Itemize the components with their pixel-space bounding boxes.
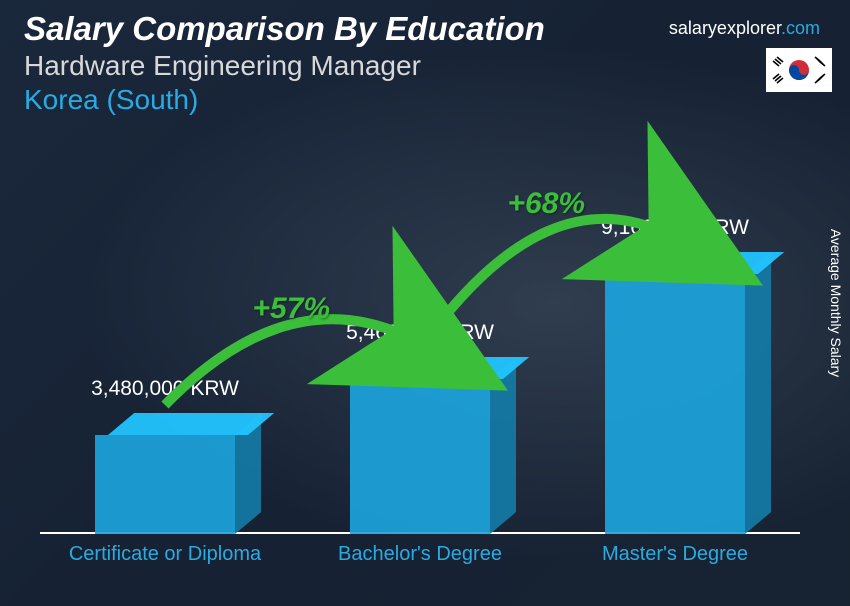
page-region: Korea (South) — [24, 84, 826, 116]
salary-bar-chart: 3,480,000 KRWCertificate or Diploma5,460… — [50, 150, 790, 586]
increase-percent-label: +68% — [508, 187, 586, 221]
brand-logo: salaryexplorer.com — [669, 18, 820, 39]
increase-arc: +68% — [50, 150, 790, 586]
y-axis-label: Average Monthly Salary — [828, 229, 844, 377]
brand-name: salaryexplorer — [669, 18, 781, 38]
country-flag-icon — [766, 48, 832, 92]
page-subtitle: Hardware Engineering Manager — [24, 50, 826, 82]
brand-suffix: .com — [781, 18, 820, 38]
